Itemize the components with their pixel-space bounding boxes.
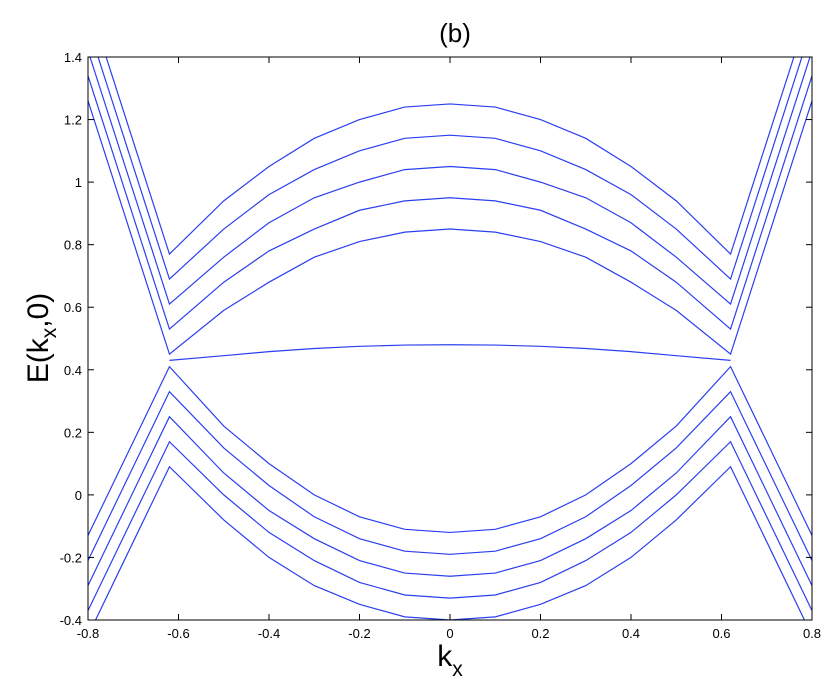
x-tick-label: 0.4 [622,626,640,641]
x-tick-label: 0.6 [712,626,730,641]
x-axis-label: kx [437,640,463,681]
y-tick-label: 1.2 [64,113,82,128]
y-tick-label: 0 [75,488,82,503]
x-tick-label: -0.8 [77,626,99,641]
band-line [169,344,731,361]
x-label-part: k [437,640,453,673]
y-tick-label: 1 [75,175,82,190]
band-line [88,415,812,586]
y-label-subscript: x [38,327,61,338]
band-line [94,465,806,620]
band-line [105,57,795,256]
y-tick-label: 0.2 [64,425,82,440]
y-axis-label: E(kx,0) [22,293,61,384]
x-tick-label: -0.4 [258,626,280,641]
band-line [88,390,812,561]
x-tick-label: -0.2 [348,626,370,641]
x-tick-label: 0.8 [803,626,821,641]
chart-title: (b) [439,18,471,48]
y-tick-label: 0.8 [64,238,82,253]
band-line [88,440,812,611]
axes-frame [87,56,813,621]
y-tick-label: -0.2 [60,550,82,565]
y-tick-label: 1.4 [64,50,82,65]
y-label-part: ,0) [22,293,55,328]
band-line [88,100,812,356]
band-line [88,365,812,536]
x-label-subscript: x [452,658,463,681]
plot-area [88,57,812,620]
y-tick-label: -0.4 [60,613,82,628]
y-tick-label: 0.4 [64,363,82,378]
x-tick-label: 0 [446,626,453,641]
y-label-part: E(k [22,337,55,383]
y-tick-label: 0.6 [64,300,82,315]
band-line [89,57,811,306]
x-tick-label: 0.2 [531,626,549,641]
x-tick-label: -0.6 [167,626,189,641]
band-line [88,75,812,331]
band-line [97,57,803,281]
